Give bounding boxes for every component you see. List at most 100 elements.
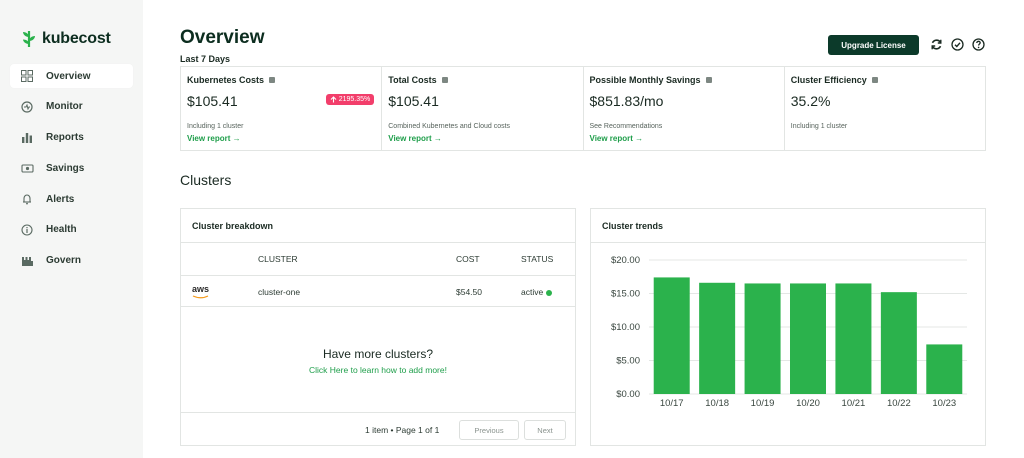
metric-card-total-costs: Total Costs $105.41 Combined Kubernetes … <box>382 67 584 150</box>
metric-subtext: Including 1 cluster <box>790 123 848 130</box>
metric-title: Possible Monthly Savings <box>589 75 701 85</box>
bar-10-23[interactable] <box>926 344 963 394</box>
cluster-status: active <box>521 287 553 297</box>
x-tick-label: 10/18 <box>705 398 729 409</box>
next-page-button[interactable]: Next <box>524 420 566 440</box>
view-report-link[interactable]: View report → <box>388 134 442 143</box>
govern-icon <box>20 254 34 268</box>
metric-title: Kubernetes Costs <box>187 75 265 85</box>
sidebar-item-label: Govern <box>46 255 82 267</box>
savings-icon <box>20 161 34 175</box>
status-dot-icon <box>546 289 553 296</box>
divider <box>181 306 575 307</box>
metric-value: $105.41 <box>187 93 238 109</box>
sidebar-item-alerts[interactable]: Alerts <box>10 187 133 211</box>
cluster-trends-chart: $20.00 $15.00 $10.00 $5.00 $0.00 10/17 10/18 10… <box>611 255 967 409</box>
more-clusters-title: Have more clusters? <box>322 347 434 361</box>
metric-value: $105.41 <box>388 93 439 109</box>
cluster-cost: $54.50 <box>456 287 482 297</box>
status-text: active <box>521 287 544 297</box>
x-tick-label: 10/19 <box>751 398 775 409</box>
sidebar-nav: Overview Monitor Reports Savings Alerts <box>10 64 133 280</box>
x-tick-label: 10/22 <box>887 398 911 409</box>
aws-logo-icon: aws <box>192 284 209 299</box>
clusters-section-title: Clusters <box>180 172 232 188</box>
column-header-status[interactable]: STATUS <box>521 254 554 264</box>
sidebar-item-label: Alerts <box>46 193 75 205</box>
sidebar-item-label: Health <box>46 224 77 236</box>
info-icon[interactable] <box>871 77 878 83</box>
sidebar-item-overview[interactable]: Overview <box>10 64 133 88</box>
cluster-breakdown-panel: Cluster breakdown CLUSTER COST STATUS aw… <box>180 208 576 446</box>
sidebar-item-label: Overview <box>46 70 91 82</box>
date-range-label[interactable]: Last 7 Days <box>180 54 231 64</box>
panel-title: Cluster trends <box>602 221 664 231</box>
sidebar-item-govern[interactable]: Govern <box>10 249 133 273</box>
y-tick-label: $10.00 <box>611 322 640 333</box>
metric-card-kubernetes-costs: Kubernetes Costs $105.41 2195.35% Includ… <box>181 67 383 150</box>
info-icon[interactable] <box>441 77 448 83</box>
arrow-up-icon <box>330 96 337 103</box>
sidebar-item-label: Monitor <box>46 101 83 113</box>
metric-subtext: Including 1 cluster <box>187 123 244 130</box>
divider <box>181 275 575 276</box>
info-icon <box>20 223 34 237</box>
column-header-cost[interactable]: COST <box>456 254 480 264</box>
upgrade-license-button[interactable]: Upgrade License <box>828 35 919 55</box>
y-tick-label: $0.00 <box>616 389 640 400</box>
bar-10-20[interactable] <box>790 283 826 394</box>
refresh-icon[interactable] <box>929 37 944 52</box>
sidebar-item-health[interactable]: Health <box>10 218 133 242</box>
sidebar-item-savings[interactable]: Savings <box>10 156 133 180</box>
metric-cards: Kubernetes Costs $105.41 2195.35% Includ… <box>180 66 986 151</box>
cluster-name[interactable]: cluster-one <box>258 287 301 297</box>
metric-title: Cluster Efficiency <box>790 75 867 85</box>
view-report-link[interactable]: View report → <box>589 134 644 143</box>
change-badge-value: 2195.35% <box>338 96 371 103</box>
info-icon[interactable] <box>269 77 276 83</box>
x-tick-label: 10/20 <box>796 398 820 409</box>
x-tick-label: 10/17 <box>660 398 684 409</box>
bar-10-19[interactable] <box>744 283 781 394</box>
info-icon[interactable] <box>705 77 712 83</box>
metric-value: 35.2% <box>790 93 831 109</box>
view-report-link[interactable]: View report → <box>187 134 241 143</box>
y-tick-label: $20.00 <box>611 255 640 266</box>
metric-value: $851.83/mo <box>589 93 664 109</box>
add-clusters-link[interactable]: Click Here to learn how to add more! <box>309 365 447 375</box>
bar-chart-icon <box>20 131 34 145</box>
cluster-trends-panel: Cluster trends $20.00 $15.00 $10.00 $5.00 $0… <box>590 208 986 446</box>
kubecost-logo-icon <box>23 31 35 47</box>
metric-title: Total Costs <box>388 75 437 85</box>
divider <box>591 242 985 243</box>
divider <box>181 242 575 243</box>
panel-title: Cluster breakdown <box>192 221 274 231</box>
bell-icon <box>20 192 34 206</box>
sidebar-item-label: Reports <box>46 132 84 144</box>
help-icon[interactable] <box>971 37 986 52</box>
check-circle-icon[interactable] <box>950 37 965 52</box>
sidebar: kubecost Overview Monitor Reports Saving… <box>0 0 143 458</box>
pagination-info: 1 item • Page 1 of 1 <box>365 425 440 435</box>
sidebar-item-monitor[interactable]: Monitor <box>10 95 133 119</box>
y-tick-label: $5.00 <box>616 356 640 367</box>
bar-10-21[interactable] <box>835 283 872 394</box>
x-tick-label: 10/21 <box>842 398 866 409</box>
sidebar-item-label: Savings <box>46 162 85 174</box>
sidebar-item-reports[interactable]: Reports <box>10 126 133 150</box>
monitor-icon <box>20 100 34 114</box>
y-tick-label: $15.00 <box>611 289 640 300</box>
x-tick-label: 10/23 <box>932 398 956 409</box>
brand-logo[interactable]: kubecost <box>22 30 111 48</box>
column-header-cluster[interactable]: CLUSTER <box>258 254 298 264</box>
bar-10-18[interactable] <box>699 282 736 394</box>
metric-card-cluster-efficiency: Cluster Efficiency 35.2% Including 1 clu… <box>785 67 985 150</box>
metric-subtext: See Recommendations <box>589 123 663 130</box>
previous-page-button[interactable]: Previous <box>459 420 519 440</box>
change-badge: 2195.35% <box>325 94 375 105</box>
page-title: Overview <box>180 27 265 48</box>
grid-icon <box>20 69 34 83</box>
metric-card-possible-savings: Possible Monthly Savings $851.83/mo See … <box>584 67 785 150</box>
bar-10-22[interactable] <box>880 292 917 394</box>
bar-10-17[interactable] <box>653 277 690 394</box>
